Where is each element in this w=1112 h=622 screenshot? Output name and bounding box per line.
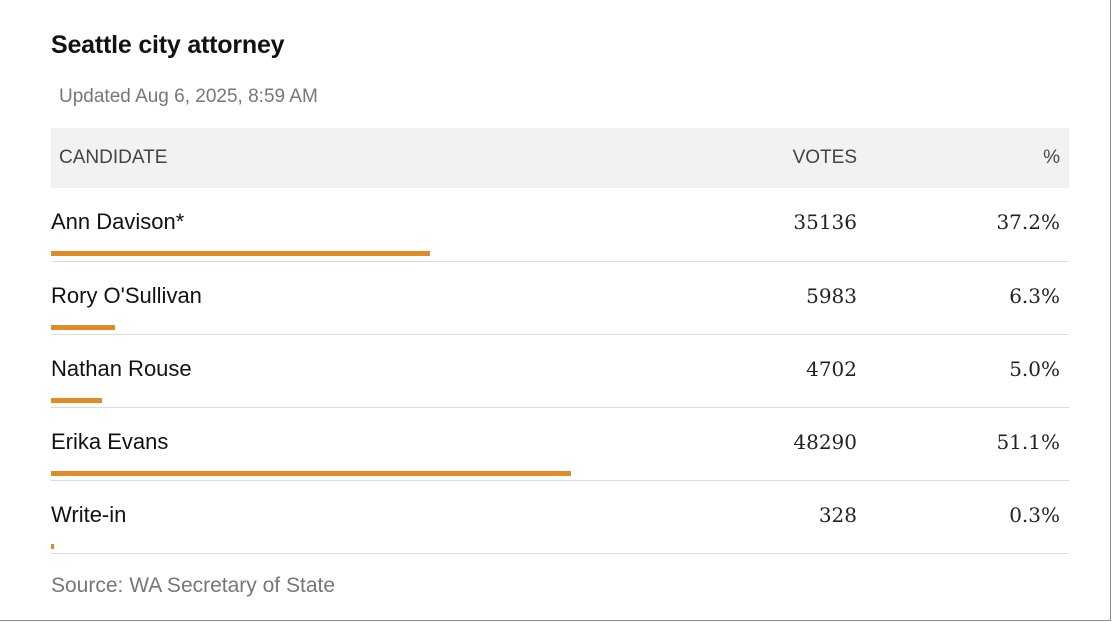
- vote-count: 48290: [793, 429, 857, 454]
- table-row: Ann Davison* 35136 37.2%: [51, 188, 1069, 261]
- vote-percent: 37.2%: [996, 210, 1060, 234]
- table-header-row: CANDIDATE VOTES %: [51, 128, 1069, 188]
- column-header-percent: %: [1043, 147, 1060, 168]
- vote-percent: 51.1%: [996, 429, 1060, 454]
- source-note: Source: WA Secretary of State: [51, 574, 336, 597]
- vote-percent: 0.3%: [1009, 502, 1060, 527]
- vote-share-bar: [51, 251, 430, 256]
- vote-count: 4702: [806, 356, 857, 381]
- table-row: Nathan Rouse 4702 5.0%: [51, 334, 1069, 407]
- updated-timestamp: Updated Aug 6, 2025, 8:59 AM: [59, 86, 318, 107]
- vote-percent: 5.0%: [1009, 356, 1060, 381]
- table-row: Erika Evans 48290 51.1%: [51, 407, 1069, 480]
- candidate-name: Ann Davison*: [51, 209, 185, 234]
- vote-count: 5983: [806, 283, 857, 308]
- vote-share-bar: [51, 324, 116, 330]
- vote-share-bar: [51, 397, 102, 403]
- candidate-name: Rory O'Sullivan: [51, 282, 202, 308]
- vote-share-bar: [51, 543, 55, 549]
- vote-percent: 6.3%: [1009, 283, 1060, 308]
- vote-share-bar: [51, 470, 572, 476]
- vote-count: 328: [818, 502, 857, 527]
- vote-count: 35136: [793, 210, 857, 234]
- results-table: CANDIDATE VOTES % Ann Davison* 35136 37.…: [51, 128, 1069, 554]
- table-row: Write-in 328 0.3%: [51, 480, 1069, 553]
- candidate-name: Write-in: [51, 501, 127, 527]
- candidate-name: Erika Evans: [51, 428, 169, 454]
- table-row: Rory O'Sullivan 5983 6.3%: [51, 261, 1069, 334]
- race-title: Seattle city attorney: [51, 31, 285, 59]
- column-header-votes: VOTES: [792, 147, 857, 168]
- candidate-name: Nathan Rouse: [51, 355, 192, 381]
- column-header-candidate: CANDIDATE: [59, 147, 168, 168]
